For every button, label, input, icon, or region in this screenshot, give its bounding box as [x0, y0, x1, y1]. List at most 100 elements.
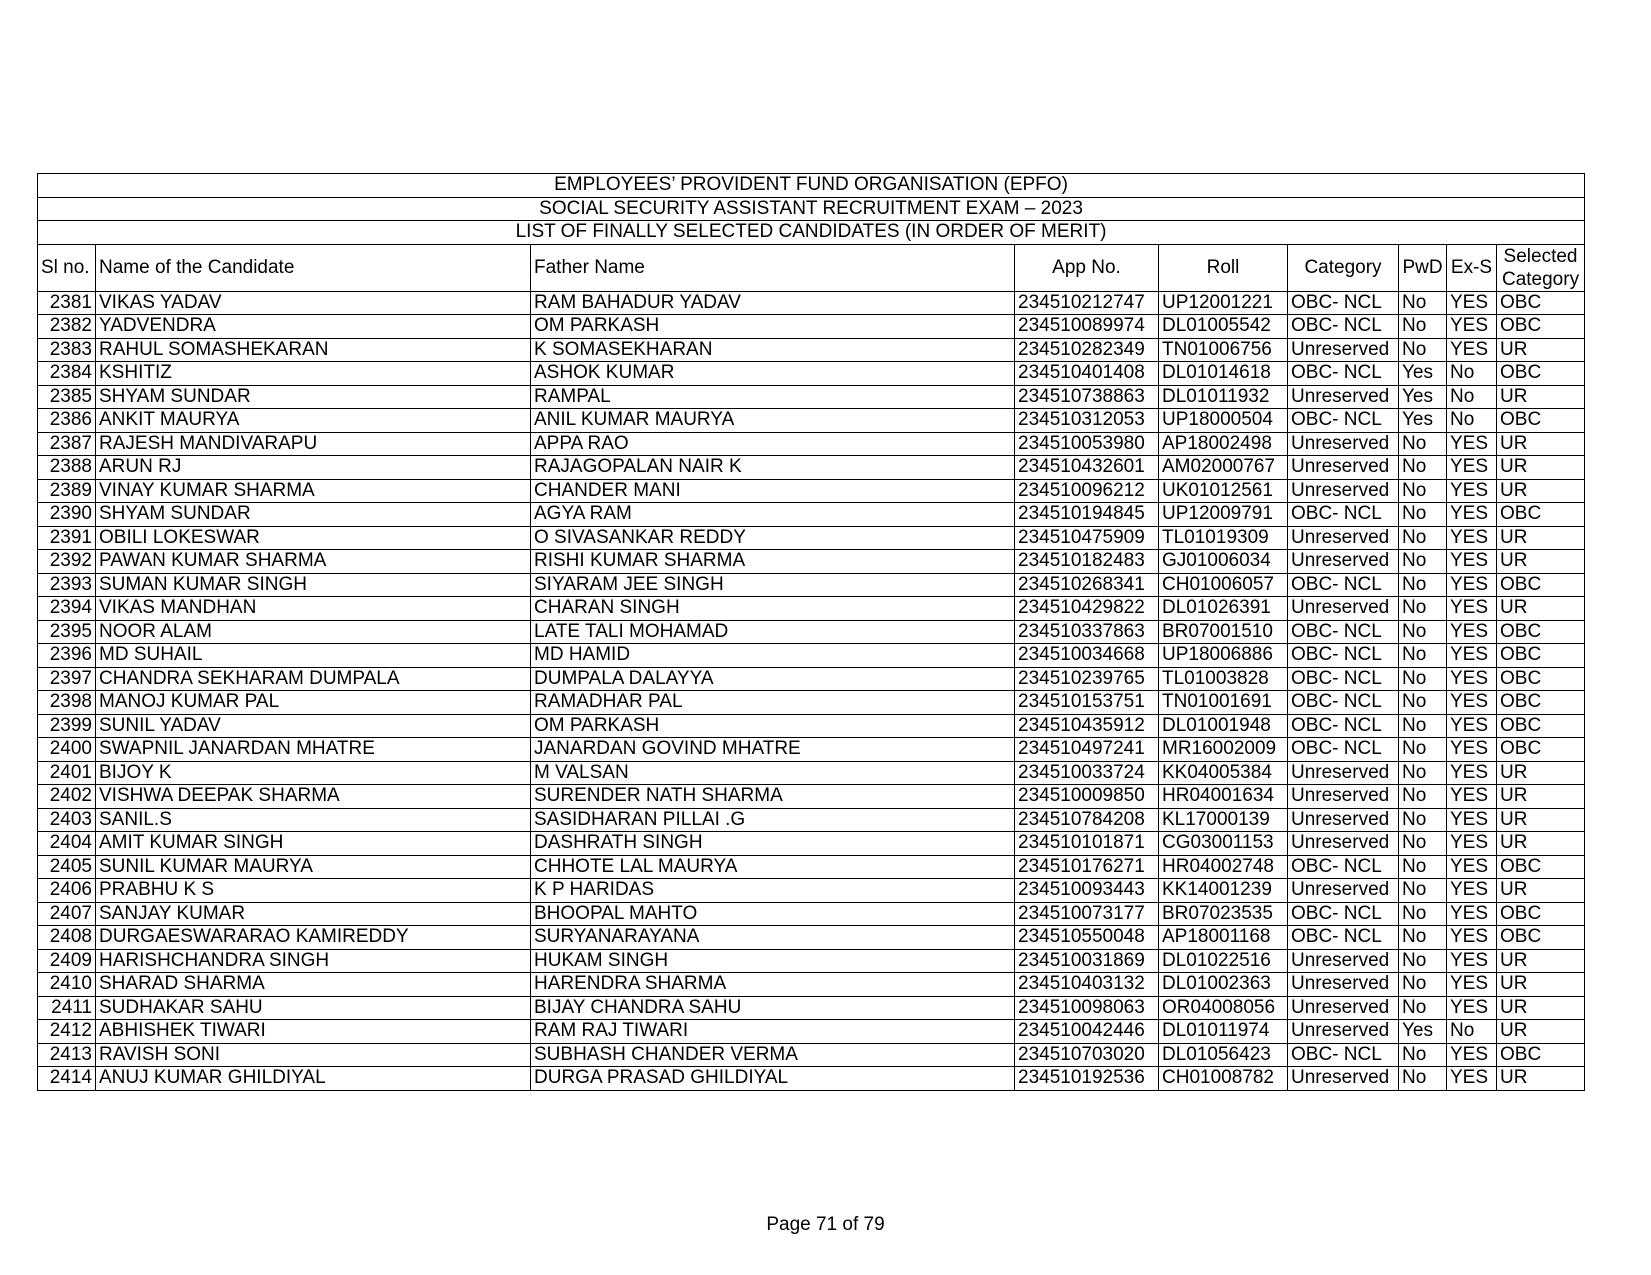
cell-category: Unreserved [1287, 1066, 1399, 1091]
cell-sl-no: 2397 [37, 666, 96, 691]
cell-pwd: No [1398, 572, 1447, 597]
table-row: 2386 ANKIT MAURYA ANIL KUMAR MAURYA 2345103… [37, 408, 1586, 433]
cell-app-no: 234510497241 [1014, 737, 1159, 762]
cell-pwd: No [1398, 925, 1447, 950]
cell-pwd: No [1398, 784, 1447, 809]
cell-app-no: 234510784208 [1014, 807, 1159, 832]
cell-sl-no: 2401 [37, 760, 96, 785]
cell-category: OBC- NCL [1287, 572, 1399, 597]
cell-app-no: 234510042446 [1014, 1019, 1159, 1044]
cell-father-name: RAJAGOPALAN NAIR K [530, 455, 1015, 480]
cell-selected-category: OBC [1495, 1042, 1586, 1067]
cell-app-no: 234510089974 [1014, 314, 1159, 339]
table-row: 2385 SHYAM SUNDAR RAMPAL 234510738863 DL0101… [37, 384, 1586, 409]
cell-father-name: MD HAMID [530, 643, 1015, 668]
cell-candidate-name: SUDHAKAR SAHU [95, 995, 531, 1020]
table-row: 2402 VISHWA DEEPAK SHARMA SURENDER NATH SH… [37, 784, 1586, 809]
cell-father-name: SURENDER NATH SHARMA [530, 784, 1015, 809]
cell-selected-category: OBC [1495, 502, 1586, 527]
cell-father-name: RAM BAHADUR YADAV [530, 290, 1015, 315]
cell-father-name: DUMPALA DALAYYA [530, 666, 1015, 691]
col-roll: Roll [1158, 243, 1288, 292]
table-row: 2392 PAWAN KUMAR SHARMA RISHI KUMAR SHARMA… [37, 549, 1586, 574]
cell-ex-s: YES [1446, 455, 1497, 480]
cell-category: OBC- NCL [1287, 361, 1399, 386]
col-sl-no: Sl no. [37, 243, 96, 292]
cell-roll: UK01012561 [1158, 478, 1288, 503]
cell-category: OBC- NCL [1287, 925, 1399, 950]
cell-category: OBC- NCL [1287, 1042, 1399, 1067]
cell-pwd: No [1398, 878, 1447, 903]
table-row: 2390 SHYAM SUNDAR AGYA RAM 234510194845 UP12… [37, 502, 1586, 527]
cell-candidate-name: RAJESH MANDIVARAPU [95, 431, 531, 456]
cell-father-name: LATE TALI MOHAMAD [530, 619, 1015, 644]
cell-selected-category: UR [1495, 455, 1586, 480]
cell-sl-no: 2390 [37, 502, 96, 527]
cell-pwd: Yes [1398, 408, 1447, 433]
cell-sl-no: 2411 [37, 995, 96, 1020]
cell-father-name: CHHOTE LAL MAURYA [530, 854, 1015, 879]
cell-selected-category: UR [1495, 1019, 1586, 1044]
cell-app-no: 234510401408 [1014, 361, 1159, 386]
cell-roll: HR04002748 [1158, 854, 1288, 879]
cell-ex-s: No [1446, 408, 1497, 433]
cell-candidate-name: DURGAESWARARAO KAMIREDDY [95, 925, 531, 950]
cell-selected-category: OBC [1495, 290, 1586, 315]
page-number: Page 71 of 79 [766, 1214, 885, 1235]
cell-selected-category: UR [1495, 878, 1586, 903]
cell-ex-s: No [1446, 384, 1497, 409]
table-row: 2405 SUNIL KUMAR MAURYA CHHOTE LAL MAURYA 2… [37, 854, 1586, 879]
cell-sl-no: 2391 [37, 525, 96, 550]
cell-category: Unreserved [1287, 384, 1399, 409]
cell-sl-no: 2389 [37, 478, 96, 503]
cell-category: Unreserved [1287, 455, 1399, 480]
cell-roll: CH01006057 [1158, 572, 1288, 597]
table-row: 2383 RAHUL SOMASHEKARAN K SOMASEKHARAN 2345… [37, 337, 1586, 362]
table-row: 2398 MANOJ KUMAR PAL RAMADHAR PAL 234510153… [37, 690, 1586, 715]
table-row: 2407 SANJAY KUMAR BHOOPAL MAHTO 23451007317… [37, 901, 1586, 926]
table-row: 2414 ANUJ KUMAR GHILDIYAL DURGA PRASAD GHI… [37, 1066, 1586, 1091]
cell-app-no: 234510239765 [1014, 666, 1159, 691]
cell-ex-s: YES [1446, 901, 1497, 926]
cell-candidate-name: NOOR ALAM [95, 619, 531, 644]
cell-pwd: No [1398, 737, 1447, 762]
selected-candidates-table: EMPLOYEES’ PROVIDENT FUND ORGANISATION (… [36, 173, 1586, 1091]
cell-candidate-name: VIKAS MANDHAN [95, 596, 531, 621]
cell-app-no: 234510101871 [1014, 831, 1159, 856]
cell-roll: BR07023535 [1158, 901, 1288, 926]
cell-selected-category: UR [1495, 596, 1586, 621]
cell-pwd: Yes [1398, 361, 1447, 386]
cell-selected-category: OBC [1495, 619, 1586, 644]
cell-father-name: BIJAY CHANDRA SAHU [530, 995, 1015, 1020]
col-pwd: PwD [1398, 243, 1447, 292]
cell-selected-category: UR [1495, 525, 1586, 550]
cell-selected-category: UR [1495, 784, 1586, 809]
cell-app-no: 234510009850 [1014, 784, 1159, 809]
cell-app-no: 234510033724 [1014, 760, 1159, 785]
cell-ex-s: YES [1446, 314, 1497, 339]
cell-ex-s: No [1446, 361, 1497, 386]
cell-ex-s: YES [1446, 760, 1497, 785]
cell-sl-no: 2408 [37, 925, 96, 950]
cell-category: OBC- NCL [1287, 901, 1399, 926]
cell-app-no: 234510194845 [1014, 502, 1159, 527]
cell-candidate-name: CHANDRA SEKHARAM DUMPALA [95, 666, 531, 691]
cell-selected-category: UR [1495, 384, 1586, 409]
cell-category: OBC- NCL [1287, 502, 1399, 527]
exam-title: SOCIAL SECURITY ASSISTANT RECRUITMENT EX… [36, 196, 1586, 221]
cell-pwd: No [1398, 643, 1447, 668]
cell-roll: DL01002363 [1158, 972, 1288, 997]
cell-ex-s: YES [1446, 737, 1497, 762]
col-category: Category [1287, 243, 1399, 292]
organisation-title: EMPLOYEES’ PROVIDENT FUND ORGANISATION (… [36, 173, 1586, 198]
cell-candidate-name: SUMAN KUMAR SINGH [95, 572, 531, 597]
cell-selected-category: UR [1495, 478, 1586, 503]
cell-app-no: 234510034668 [1014, 643, 1159, 668]
cell-candidate-name: SUNIL YADAV [95, 713, 531, 738]
cell-pwd: No [1398, 995, 1447, 1020]
cell-roll: HR04001634 [1158, 784, 1288, 809]
cell-roll: UP18000504 [1158, 408, 1288, 433]
table-row: 2411 SUDHAKAR SAHU BIJAY CHANDRA SAHU 23451… [37, 995, 1586, 1020]
cell-roll: DL01001948 [1158, 713, 1288, 738]
